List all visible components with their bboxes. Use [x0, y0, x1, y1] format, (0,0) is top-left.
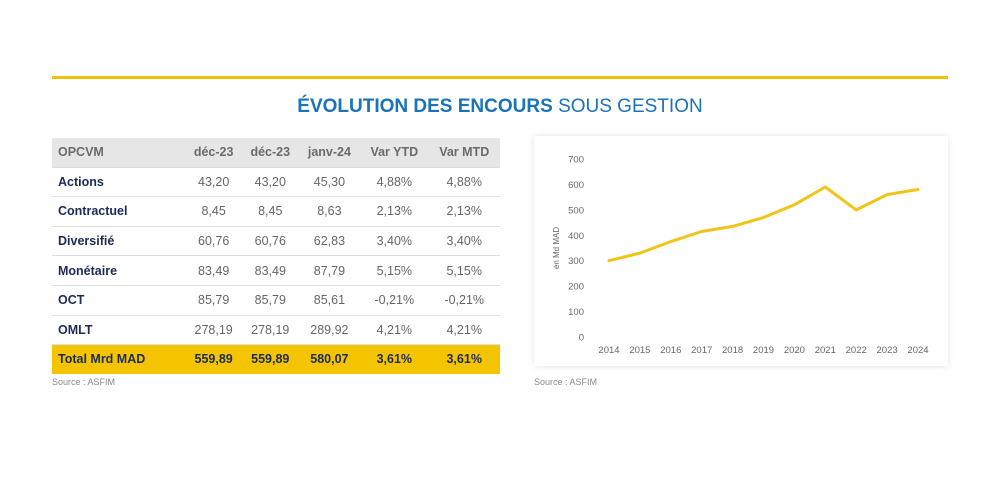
cell: -0,21% — [428, 285, 500, 316]
cell: 2,13% — [360, 196, 429, 227]
y-tick-label: 300 — [568, 256, 584, 267]
header-var-ytd: Var YTD — [360, 138, 429, 168]
cell: 45,30 — [298, 167, 361, 198]
row-name: OMLT — [52, 315, 186, 346]
table-row: OMLT 278,19 278,19 289,92 4,21% 4,21% — [52, 315, 500, 346]
cell: 8,63 — [298, 196, 361, 227]
cell: 8,45 — [241, 196, 299, 227]
cell: 3,40% — [360, 226, 429, 257]
table-header-row: OPCVM déc-23 déc-23 janv-24 Var YTD Var … — [52, 138, 500, 168]
x-tick-label: 2017 — [691, 345, 712, 356]
page-title: ÉVOLUTION DES ENCOURS SOUS GESTION — [0, 96, 1000, 118]
y-tick-label: 100 — [568, 307, 584, 318]
x-tick-label: 2022 — [846, 345, 867, 356]
header-opcvm: OPCVM — [52, 138, 186, 168]
y-tick-label: 200 — [568, 282, 584, 293]
x-tick-label: 2021 — [815, 345, 836, 356]
table-row: Actions 43,20 43,20 45,30 4,88% 4,88% — [52, 167, 500, 198]
cell: 60,76 — [185, 226, 242, 257]
cell: -0,21% — [360, 285, 429, 316]
row-name: Diversifié — [52, 226, 186, 257]
cell: 85,79 — [241, 285, 299, 316]
total-row: Total Mrd MAD 559,89 559,89 580,07 3,61%… — [52, 344, 500, 374]
x-tick-label: 2024 — [907, 345, 928, 356]
row-name: Contractuel — [52, 196, 186, 227]
line-chart: 0 100 200 300 400 500 600 700 2014 2015 2016 2017 20… — [552, 155, 929, 357]
y-tick-label: 500 — [568, 205, 584, 216]
total-cell: 559,89 — [185, 344, 242, 374]
table-row: OCT 85,79 85,79 85,61 -0,21% -0,21% — [52, 285, 500, 316]
row-name: Monétaire — [52, 255, 186, 286]
total-cell: 559,89 — [241, 344, 299, 374]
cell: 5,15% — [360, 255, 429, 286]
cell: 85,79 — [185, 285, 242, 316]
header-col-2: déc-23 — [241, 138, 299, 168]
x-tick-label: 2015 — [629, 345, 650, 356]
x-tick-label: 2019 — [753, 345, 774, 356]
row-name: Actions — [52, 167, 186, 198]
top-accent-rule — [52, 76, 948, 79]
header-var-mtd: Var MTD — [428, 138, 500, 168]
cell: 60,76 — [241, 226, 299, 257]
cell: 5,15% — [428, 255, 500, 286]
total-cell: 580,07 — [298, 344, 361, 374]
cell: 278,19 — [241, 315, 299, 346]
cell: 278,19 — [185, 315, 242, 346]
header-col-3: janv-24 — [298, 138, 361, 168]
y-tick-label: 600 — [568, 180, 584, 191]
encours-table: OPCVM déc-23 déc-23 janv-24 Var YTD Var … — [52, 138, 500, 374]
source-left: Source : ASFIM — [52, 377, 116, 387]
chart-panel: 0 100 200 300 400 500 600 700 2014 2015 2016 2017 20… — [534, 136, 948, 366]
row-name: OCT — [52, 285, 186, 316]
table-row: Diversifié 60,76 60,76 62,83 3,40% 3,40% — [52, 226, 500, 257]
cell: 289,92 — [298, 315, 361, 346]
cell: 4,88% — [360, 167, 429, 198]
table-row: Contractuel 8,45 8,45 8,63 2,13% 2,13% — [52, 196, 500, 227]
total-cell: 3,61% — [360, 344, 429, 374]
series-line — [607, 185, 920, 263]
x-tick-label: 2018 — [722, 345, 743, 356]
cell: 4,88% — [428, 167, 500, 198]
cell: 3,40% — [428, 226, 500, 257]
total-name: Total Mrd MAD — [52, 344, 186, 374]
cell: 85,61 — [298, 285, 361, 316]
title-light: SOUS GESTION — [558, 96, 703, 117]
cell: 43,20 — [185, 167, 242, 198]
total-cell: 3,61% — [428, 344, 500, 374]
y-tick-label: 400 — [568, 231, 584, 242]
cell: 4,21% — [360, 315, 429, 346]
x-tick-label: 2023 — [877, 345, 898, 356]
cell: 87,79 — [298, 255, 361, 286]
source-right: Source : ASFIM — [534, 377, 598, 387]
cell: 83,49 — [185, 255, 242, 286]
title-bold: ÉVOLUTION DES ENCOURS — [297, 96, 553, 117]
header-col-1: déc-23 — [185, 138, 242, 168]
y-tick-label: 0 — [579, 333, 584, 344]
cell: 62,83 — [298, 226, 361, 257]
cell: 83,49 — [241, 255, 299, 286]
table-row: Monétaire 83,49 83,49 87,79 5,15% 5,15% — [52, 255, 500, 286]
x-tick-label: 2020 — [784, 345, 805, 356]
cell: 2,13% — [428, 196, 500, 227]
cell: 8,45 — [185, 196, 242, 227]
cell: 4,21% — [428, 315, 500, 346]
y-tick-label: 700 — [568, 155, 584, 166]
y-axis-label: en Md MAD — [552, 227, 561, 269]
x-tick-label: 2016 — [660, 345, 681, 356]
cell: 43,20 — [241, 167, 299, 198]
x-tick-label: 2014 — [598, 345, 619, 356]
